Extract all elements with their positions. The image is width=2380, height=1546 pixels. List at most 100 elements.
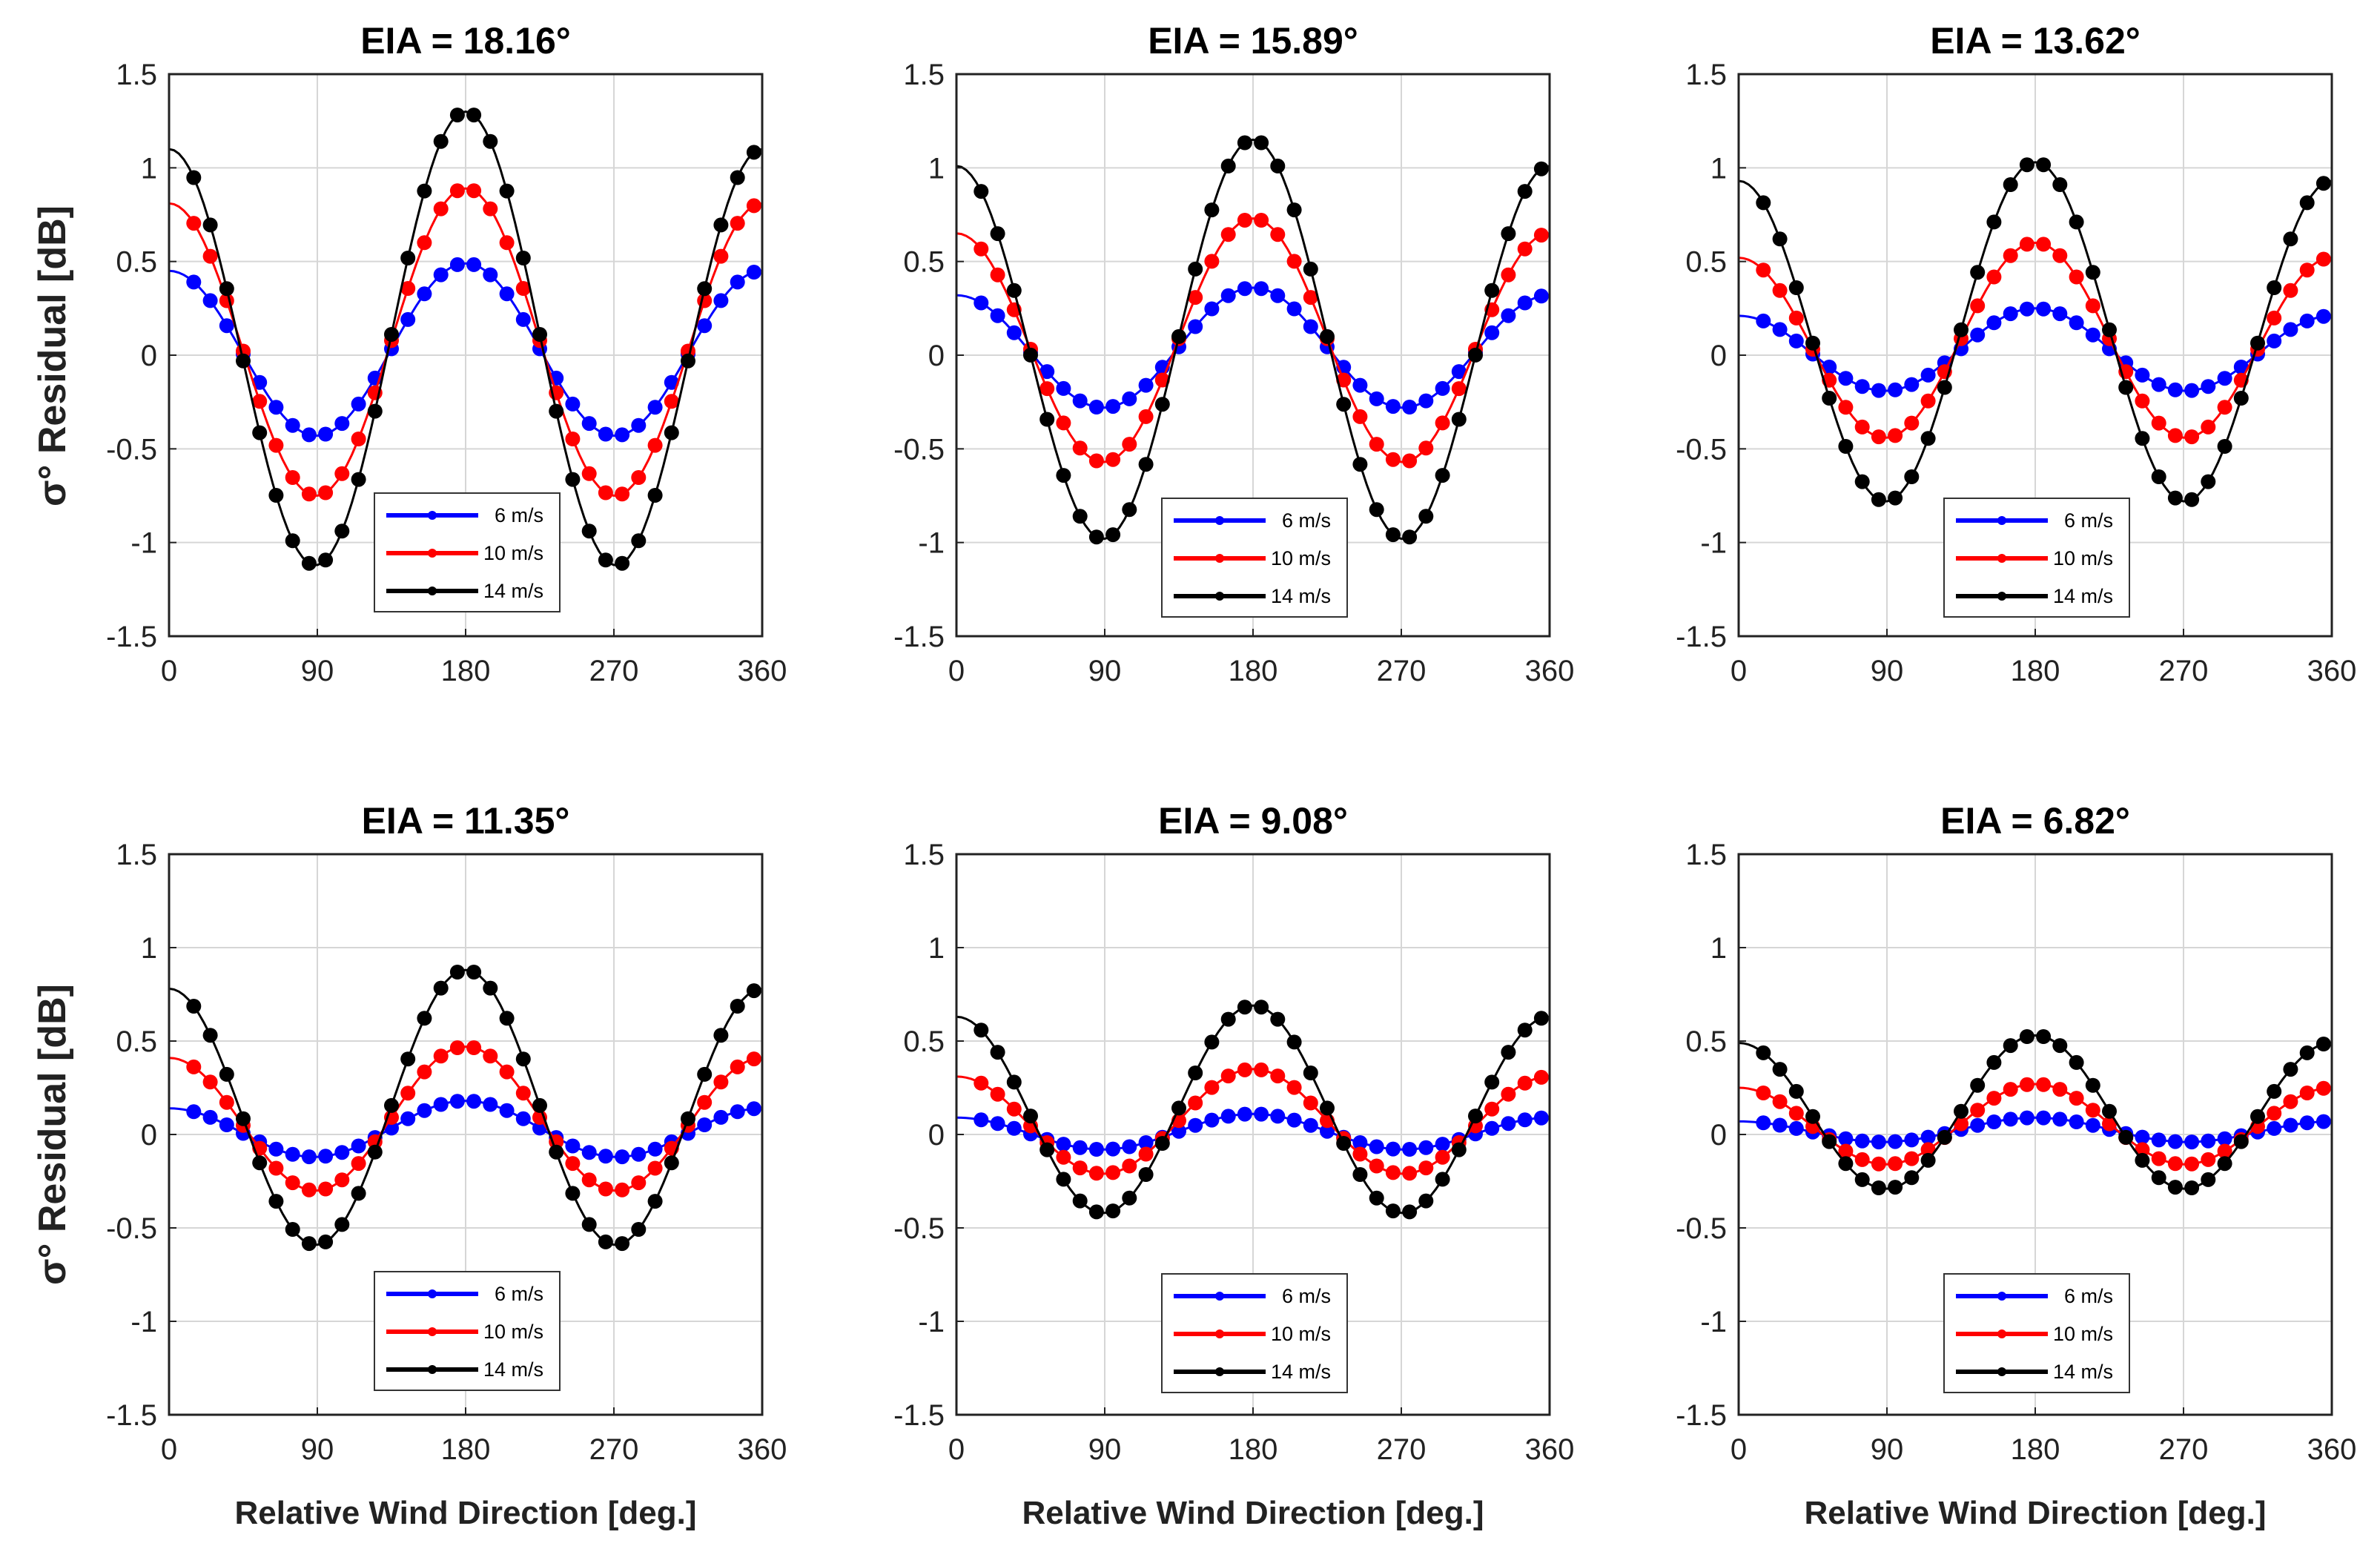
data-point (2233, 1134, 2249, 1149)
data-point (1402, 1166, 1418, 1181)
data-point (1788, 280, 1804, 295)
data-point (1122, 502, 1137, 518)
data-point (2315, 1037, 2331, 1051)
data-point (1517, 295, 1533, 311)
data-point (1039, 412, 1055, 427)
data-point (2118, 1129, 2134, 1145)
data-point (730, 999, 745, 1014)
data-point (1385, 452, 1401, 467)
data-point (1138, 377, 1154, 393)
data-point (2217, 400, 2232, 415)
data-point (285, 470, 300, 485)
data-point (1418, 440, 1434, 456)
data-point (2151, 469, 2166, 484)
data-point (2151, 1170, 2166, 1186)
model-curve-14-m-s (956, 1004, 1550, 1215)
y-tick-label: 1 (928, 932, 945, 965)
data-point (2036, 301, 2052, 317)
data-point (219, 1066, 234, 1082)
model-curve-14-m-s (1738, 1034, 2333, 1190)
legend: 6 m/s 10 m/s 14 m/s (374, 492, 561, 612)
data-point (2217, 1156, 2232, 1172)
data-point (1772, 283, 1788, 298)
data-point (581, 1217, 597, 1232)
data-point (1122, 1158, 1137, 1174)
data-point (1772, 1094, 1788, 1109)
data-point (598, 1234, 613, 1249)
data-point (697, 1117, 713, 1132)
data-point (1254, 135, 1269, 151)
y-tick-label: -1.5 (106, 621, 157, 653)
x-tick-label: 270 (1377, 1433, 1427, 1466)
data-point (990, 267, 1005, 283)
legend: 6 m/s 10 m/s 14 m/s (1161, 498, 1348, 618)
data-point (499, 1103, 515, 1118)
data-point (990, 1116, 1005, 1132)
data-point (1402, 1204, 1418, 1220)
data-point (2167, 1180, 2183, 1195)
data-point (515, 1051, 531, 1067)
data-point (1838, 1156, 1854, 1172)
data-point (2019, 1077, 2034, 1092)
figure-ylabel-top: σ° Residual [dB] (31, 205, 74, 506)
data-point (1303, 319, 1318, 334)
data-point (2151, 377, 2166, 392)
data-point (2184, 383, 2200, 398)
data-point (1286, 1080, 1302, 1095)
x-tick-label: 360 (2307, 1433, 2357, 1466)
data-point (186, 999, 202, 1014)
data-point (2315, 251, 2331, 267)
data-point (2052, 177, 2068, 192)
data-point (515, 1086, 531, 1101)
data-point (219, 1117, 234, 1132)
data-point (1220, 158, 1236, 174)
data-point (2201, 474, 2216, 489)
model-curve-6-m-s (168, 262, 763, 437)
x-tick-label: 90 (301, 655, 334, 687)
data-point (1385, 1141, 1401, 1157)
x-tick-label: 180 (1229, 655, 1278, 687)
data-point (1904, 377, 1920, 392)
data-point (974, 184, 989, 199)
data-point (1468, 347, 1483, 363)
x-tick-label: 0 (161, 655, 177, 687)
model-curve-10-m-s (1738, 241, 2333, 439)
data-point (2217, 1143, 2232, 1159)
data-point (2085, 327, 2100, 343)
data-point (2069, 1091, 2084, 1106)
data-point (483, 1097, 498, 1112)
data-point (1105, 1141, 1121, 1157)
x-tick-label: 180 (441, 1433, 491, 1466)
data-point (974, 1112, 989, 1128)
data-point (1756, 313, 1771, 328)
data-point (1484, 325, 1500, 340)
data-point (2299, 1045, 2315, 1060)
data-point (483, 980, 498, 996)
y-tick-label: 1.5 (116, 839, 157, 871)
data-point (2019, 237, 2034, 252)
panel-2: EIA = 15.89° 0 90 180 270 360 1.5 1 0.5 0 -0.5 -1 -1… (893, 20, 1574, 687)
data-point (581, 523, 597, 539)
data-point (466, 965, 482, 980)
data-point (1352, 1146, 1368, 1162)
data-point (285, 1222, 300, 1237)
data-point (1154, 397, 1170, 412)
data-point (730, 1104, 745, 1120)
data-point (301, 427, 317, 443)
data-point (2003, 177, 2018, 192)
y-tick-label: -1 (918, 527, 945, 560)
data-point (730, 1059, 745, 1074)
data-point (1920, 367, 1936, 383)
data-point (2003, 248, 2018, 263)
data-point (449, 1040, 465, 1055)
data-point (2217, 1131, 2232, 1146)
data-point (1385, 1165, 1401, 1180)
data-point (1270, 158, 1286, 174)
data-point (1072, 509, 1088, 524)
x-tick-label: 180 (1229, 1433, 1278, 1466)
data-point (1188, 1117, 1203, 1133)
data-point (268, 1160, 284, 1176)
data-point (2151, 1151, 2166, 1166)
data-point (1888, 1156, 1903, 1172)
data-point (974, 1075, 989, 1091)
